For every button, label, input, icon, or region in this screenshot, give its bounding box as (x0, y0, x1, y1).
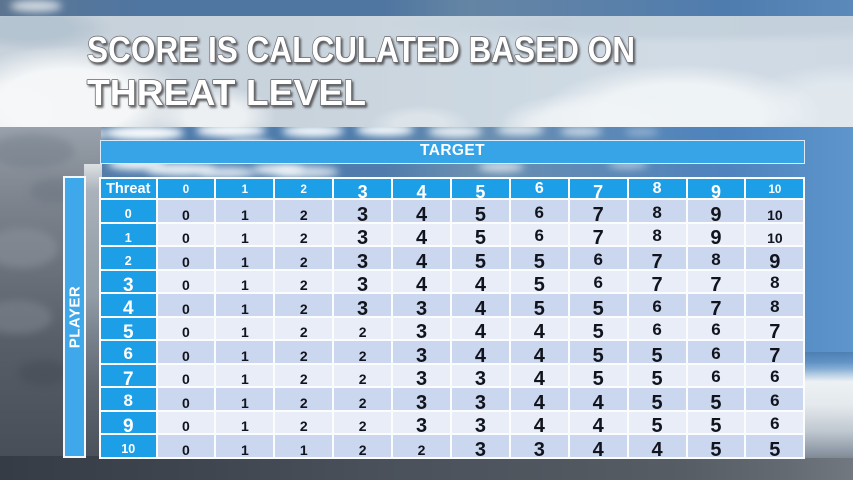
svg-text:SCORE IS CALCULATED BASED ON: SCORE IS CALCULATED BASED ON (87, 29, 635, 70)
svg-text:THREAT LEVEL: THREAT LEVEL (87, 72, 366, 113)
